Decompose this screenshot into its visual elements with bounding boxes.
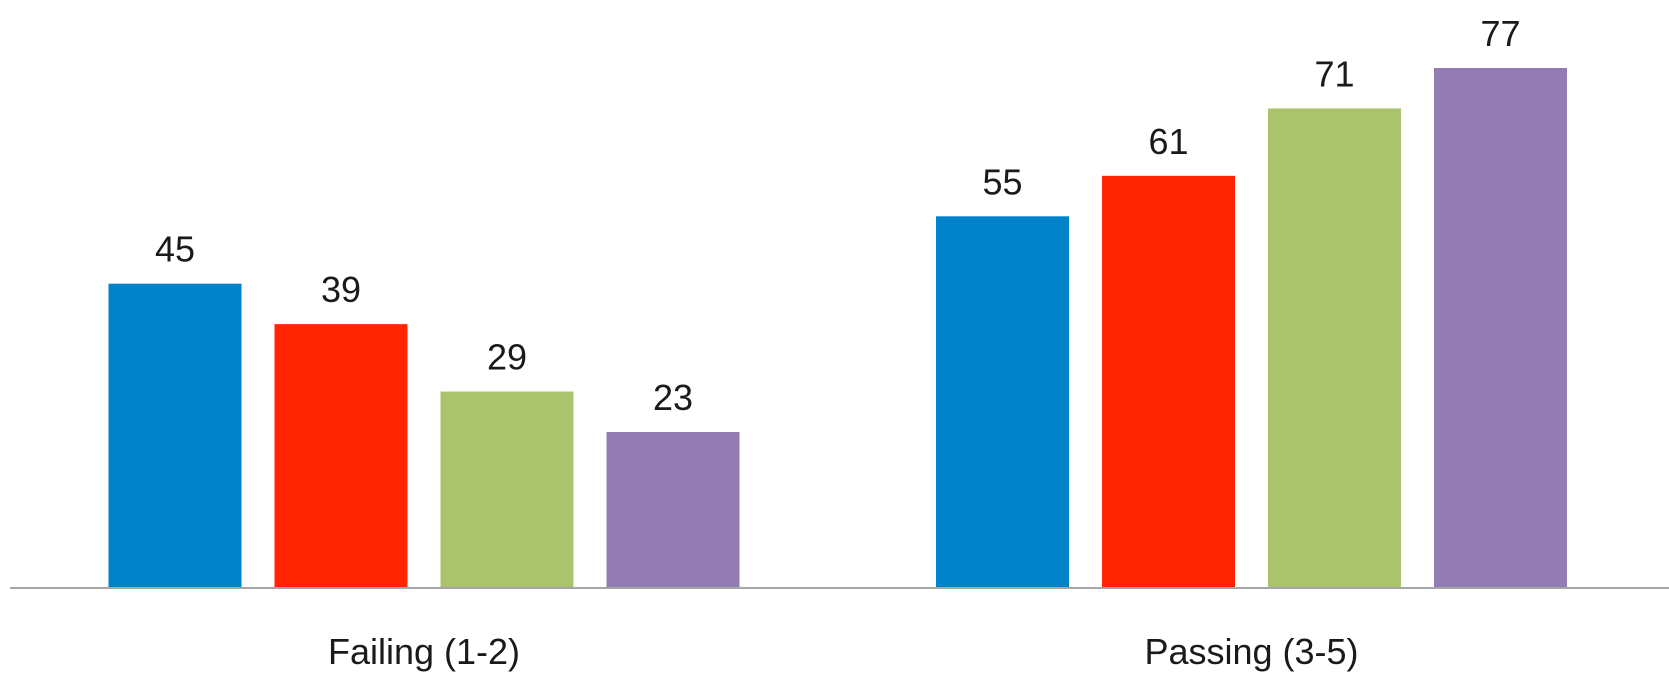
bar bbox=[440, 391, 574, 587]
bar bbox=[936, 216, 1069, 588]
data-label: 29 bbox=[487, 337, 527, 378]
data-label: 61 bbox=[1148, 121, 1188, 162]
bar bbox=[1268, 108, 1401, 587]
bar bbox=[274, 324, 408, 587]
bar bbox=[606, 431, 740, 587]
x-tick-label: Failing (1-2) bbox=[328, 631, 520, 672]
bar bbox=[1102, 175, 1235, 587]
bar bbox=[1434, 68, 1567, 587]
data-label: 71 bbox=[1314, 53, 1354, 94]
bar bbox=[108, 283, 242, 587]
data-label: 39 bbox=[321, 269, 361, 310]
data-label: 45 bbox=[155, 229, 195, 270]
data-label: 23 bbox=[653, 377, 693, 418]
data-label: 55 bbox=[982, 161, 1022, 202]
data-label: 77 bbox=[1480, 13, 1520, 54]
x-tick-label: Passing (3-5) bbox=[1144, 631, 1358, 672]
